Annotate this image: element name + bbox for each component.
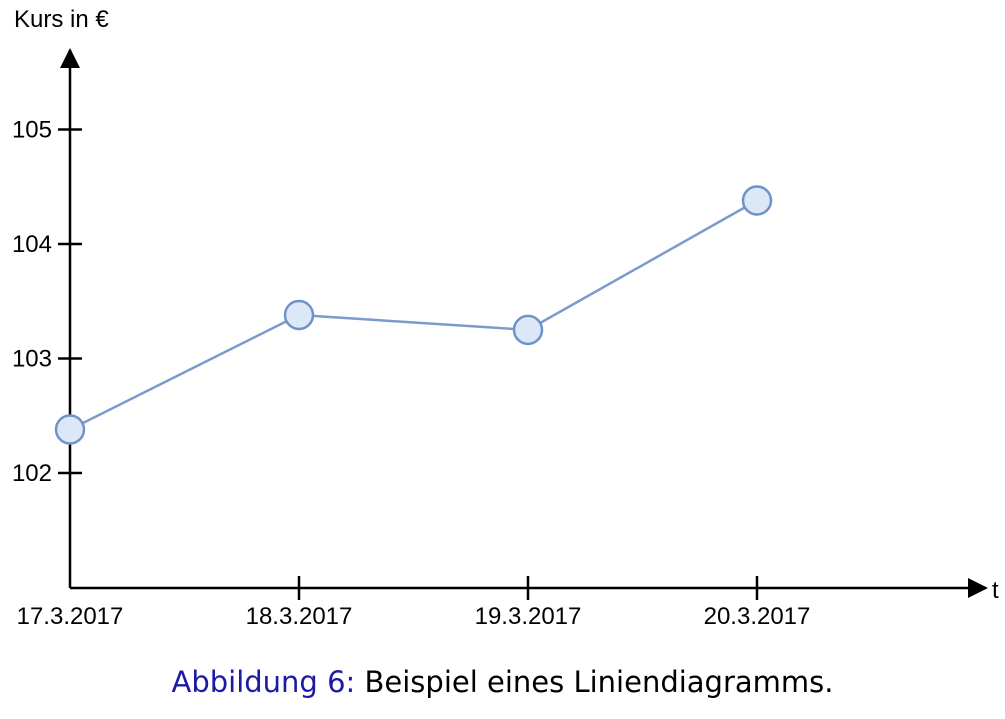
- data-point: [54, 414, 86, 445]
- series-line: [69, 199, 758, 431]
- y-tick-label: 102: [12, 460, 52, 487]
- data-point: [512, 314, 544, 346]
- caption-text: Beispiel eines Liniendiagramms.: [355, 665, 834, 699]
- data-point: [741, 185, 773, 216]
- y-axis-label: Kurs in €: [14, 6, 109, 33]
- x-tick-label: 19.3.2017: [475, 603, 582, 630]
- y-tick-label: 103: [12, 346, 52, 373]
- caption-label: Abbildung 6: [171, 665, 346, 699]
- x-tick-label: 17.3.2017: [17, 603, 124, 630]
- figure-caption: Abbildung 6: Beispiel eines Liniendiagra…: [0, 668, 1005, 697]
- line-chart: Kurs in € t 102 103 104 105 17.3.2017 18.3.2…: [12, 6, 999, 630]
- y-ticks: 102 103 104 105: [12, 117, 82, 487]
- x-tick-label: 20.3.2017: [704, 603, 811, 630]
- x-ticks: 17.3.2017 18.3.2017 19.3.2017 20.3.2017: [17, 576, 811, 630]
- data-markers: [54, 185, 773, 445]
- x-axis-label: t: [992, 577, 999, 604]
- data-point: [283, 299, 315, 331]
- y-tick-label: 105: [12, 117, 52, 144]
- x-tick-label: 18.3.2017: [246, 603, 353, 630]
- y-tick-label: 104: [12, 231, 52, 258]
- caption-separator: :: [345, 665, 356, 699]
